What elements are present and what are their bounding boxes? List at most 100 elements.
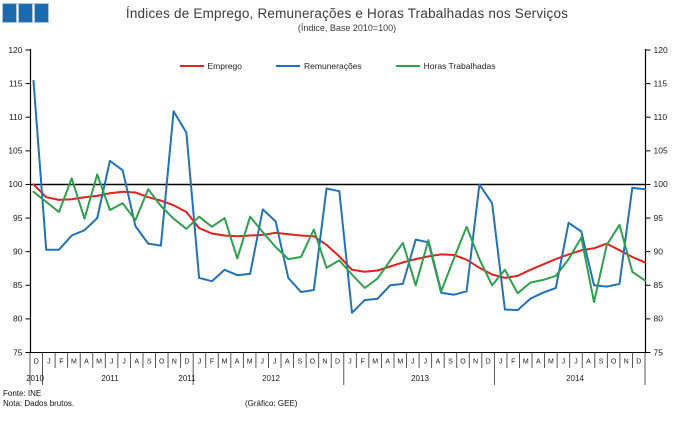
x-axis-month-label: S <box>599 359 604 366</box>
x-axis-month-label: O <box>460 359 466 366</box>
x-axis-month-label: A <box>436 359 441 366</box>
x-axis-month-label: A <box>84 359 89 366</box>
y-axis-tick-label-right: 120 <box>654 45 668 55</box>
series-line-horas-trabalhadas <box>32 173 646 304</box>
x-axis-month-label: A <box>134 359 139 366</box>
x-axis-month-label: M <box>523 359 529 366</box>
x-axis-month-label: M <box>96 359 102 366</box>
x-axis-month-label: M <box>247 359 253 366</box>
y-axis-tick-label-right: 110 <box>654 112 668 122</box>
y-axis-tick-label-left: 100 <box>8 179 22 189</box>
x-axis-year-label: 2013 <box>411 374 429 383</box>
y-axis-tick-label-left: 85 <box>13 280 23 290</box>
x-axis-month-label: F <box>210 359 214 366</box>
x-axis-month-label: D <box>184 359 189 366</box>
x-axis-month-label: F <box>511 359 515 366</box>
x-axis-year-label: 2011 <box>178 374 196 383</box>
x-axis-month-label: J <box>348 359 352 366</box>
y-axis-tick-label-right: 80 <box>654 314 664 324</box>
x-axis-month-label: O <box>159 359 165 366</box>
chart-subtitle: (Índice, Base 2010=100) <box>297 23 397 33</box>
x-axis-month-label: J <box>260 359 264 366</box>
x-axis-month-label: D <box>335 359 340 366</box>
y-axis-tick-label-left: 110 <box>9 112 23 122</box>
x-axis-month-label: D <box>34 359 39 366</box>
x-axis-month-label: F <box>360 359 364 366</box>
legend-line-swatch <box>276 65 301 67</box>
y-axis-tick-label-left: 105 <box>8 146 22 156</box>
x-axis-month-label: N <box>473 359 478 366</box>
x-axis-month-label: J <box>411 359 415 366</box>
x-axis-month-label: J <box>562 359 566 366</box>
x-axis-month-label: J <box>273 359 277 366</box>
legend-item: Horas Trabalhadas <box>395 61 496 71</box>
x-axis-month-label: M <box>397 359 403 366</box>
x-axis-year-label: 2014 <box>566 374 584 383</box>
x-axis-month-label: O <box>310 359 316 366</box>
legend-item: Remunerações <box>276 61 362 71</box>
x-axis-month-label: J <box>424 359 428 366</box>
x-axis-month-label: D <box>636 359 641 366</box>
x-axis-month-label: J <box>122 359 126 366</box>
x-axis-year-label: 2010 <box>26 374 44 383</box>
series-line-emprego <box>32 183 646 279</box>
x-axis-month-label: M <box>222 359 228 366</box>
x-axis-month-label: O <box>611 359 617 366</box>
legend-label: Horas Trabalhadas <box>423 61 496 71</box>
y-axis-tick-label-right: 100 <box>654 179 668 189</box>
chart-legend: Emprego Remunerações Horas Trabalhadas <box>30 61 645 71</box>
x-axis-month-label: S <box>298 359 303 366</box>
x-axis-month-label: J <box>574 359 578 366</box>
x-axis-month-label: J <box>47 359 51 366</box>
logo-square <box>18 3 33 23</box>
y-axis-tick-label-left: 90 <box>13 246 23 256</box>
x-axis-month-label: A <box>235 359 240 366</box>
chart-title: Índices de Emprego, Remunerações e Horas… <box>125 6 569 21</box>
y-axis-tick-label-right: 75 <box>654 347 664 357</box>
x-axis-month-label: A <box>536 359 541 366</box>
x-axis-month-label: S <box>448 359 453 366</box>
x-axis-month-label: N <box>322 359 327 366</box>
footer-notes: Fonte: INE Nota: Dados brutos. <box>3 389 74 409</box>
x-axis-month-label: M <box>372 359 378 366</box>
legend-label: Emprego <box>207 61 243 71</box>
x-axis-month-label: A <box>385 359 390 366</box>
credit-note: (Gráfico: GEE) <box>245 399 298 408</box>
legend-item: Emprego <box>179 61 243 71</box>
x-axis-month-label: J <box>499 359 503 366</box>
y-axis-tick-label-left: 120 <box>8 45 22 55</box>
x-axis-year-label: 2012 <box>262 374 280 383</box>
logo-square <box>2 3 17 23</box>
data-note: Nota: Dados brutos. <box>3 399 75 408</box>
source-note: Fonte: INE <box>3 389 42 398</box>
y-axis-tick-label-left: 115 <box>9 78 23 88</box>
x-axis-month-label: N <box>624 359 629 366</box>
x-axis-month-label: A <box>586 359 591 366</box>
x-axis-month-label: N <box>172 359 177 366</box>
legend-label: Remunerações <box>304 61 362 71</box>
x-axis-year-label: 2011 <box>101 374 119 383</box>
x-axis-month-label: A <box>285 359 290 366</box>
logo <box>2 3 49 23</box>
x-axis-month-label: M <box>548 359 554 366</box>
y-axis-tick-label-right: 85 <box>654 280 664 290</box>
x-axis-month-label: M <box>71 359 77 366</box>
x-axis-month-label: D <box>486 359 491 366</box>
legend-line-swatch <box>395 65 420 67</box>
y-axis-tick-label-left: 75 <box>13 347 23 357</box>
x-axis-month-label: F <box>59 359 63 366</box>
y-axis-tick-label-right: 95 <box>654 213 664 223</box>
y-axis-tick-label-right: 115 <box>654 78 668 88</box>
series-line-remunerações <box>32 79 646 314</box>
legend-line-swatch <box>179 65 204 67</box>
y-axis-tick-label-right: 105 <box>654 146 668 156</box>
logo-square <box>34 3 49 23</box>
x-axis-month-label: S <box>147 359 152 366</box>
x-axis-month-label: J <box>110 359 114 366</box>
y-axis-tick-label-right: 90 <box>654 246 664 256</box>
x-axis-month-label: J <box>198 359 202 366</box>
y-axis-tick-label-left: 80 <box>13 314 23 324</box>
y-axis-tick-label-left: 95 <box>13 213 23 223</box>
